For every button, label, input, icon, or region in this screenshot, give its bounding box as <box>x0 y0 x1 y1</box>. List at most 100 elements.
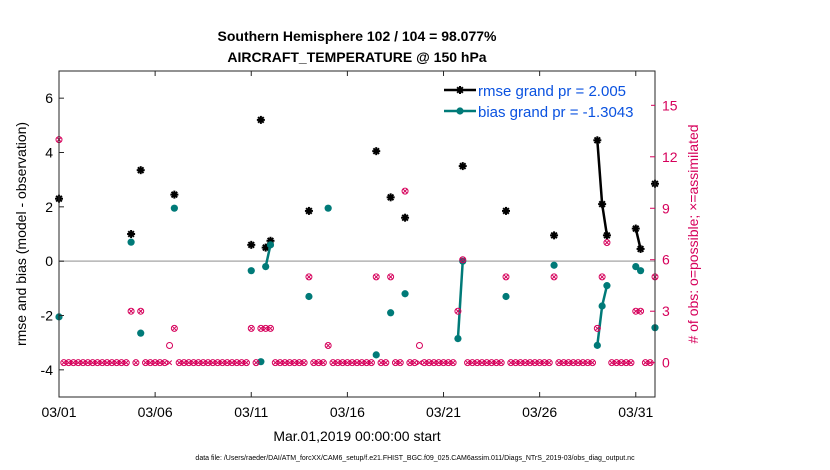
obs-assimilated-mark <box>335 360 341 366</box>
obs-assimilated-mark <box>267 325 274 331</box>
rmse-marker-stroke <box>632 225 640 233</box>
x-tick-label: 03/06 <box>138 404 173 420</box>
bias-point <box>598 302 606 310</box>
obs-possible-point <box>391 359 399 367</box>
obs-possible-point <box>156 359 164 367</box>
obs-assimilated-mark <box>575 360 581 366</box>
obs-possible-point <box>257 324 265 332</box>
obs-possible-point <box>190 359 198 367</box>
obs-assimilated-mark <box>239 360 245 366</box>
obs-assimilated-mark <box>532 360 538 366</box>
rmse-point <box>386 193 395 202</box>
obs-assimilated-mark <box>320 360 326 366</box>
obs-assimilated-mark <box>613 360 620 366</box>
obs-assimilated-mark <box>243 360 250 366</box>
obs-assimilated-mark <box>181 360 187 366</box>
obs-assimilated-mark <box>224 360 230 366</box>
obs-possible-point <box>204 359 212 367</box>
obs-assimilated-mark <box>80 360 86 366</box>
obs-assimilated-mark <box>450 360 456 366</box>
bias-line <box>264 244 272 267</box>
bias-series <box>55 204 659 366</box>
obs-possible-point <box>526 359 534 367</box>
obs-possible-point <box>161 359 169 367</box>
obs-assimilated-mark <box>546 360 552 366</box>
bias-point <box>401 290 409 298</box>
rmse-marker-stroke <box>137 166 145 174</box>
obs-assimilated-mark <box>368 360 374 366</box>
obs-assimilated-mark <box>388 274 394 280</box>
obs-assimilated-mark <box>589 360 596 366</box>
rmse-point <box>304 206 313 215</box>
obs-possible-point <box>435 359 443 367</box>
obs-assimilated-mark <box>594 325 600 331</box>
obs-possible-point <box>79 359 87 367</box>
obs-assimilated-mark <box>489 360 495 366</box>
bias-point <box>454 334 462 343</box>
obs-assimilated-mark <box>162 360 168 366</box>
obs-possible-point <box>324 342 332 350</box>
obs-assimilated-mark <box>412 360 418 366</box>
obs-possible-point <box>271 359 279 367</box>
obs-assimilated-mark <box>426 360 432 366</box>
obs-possible-point <box>382 359 390 367</box>
bias-point <box>632 263 640 271</box>
obs-assimilated-mark <box>234 360 240 366</box>
obs-assimilated-mark <box>94 360 101 366</box>
obs-possible-point <box>627 359 635 367</box>
obs-assimilated-mark <box>455 308 461 314</box>
x-tick-label: 03/21 <box>426 404 461 420</box>
legend-bias-marker <box>456 107 464 115</box>
rmse-point <box>170 190 179 199</box>
obs-assimilated-mark <box>378 360 384 366</box>
obs-possible-point <box>175 359 183 367</box>
rmse-marker-stroke <box>550 231 558 239</box>
bias-point <box>127 238 135 246</box>
rmse-marker-stroke <box>305 207 313 215</box>
rmse-marker-stroke <box>598 200 606 208</box>
bias-point <box>387 309 395 317</box>
y-tick-label: -4 <box>41 362 54 378</box>
obs-assimilated-mark <box>618 360 624 366</box>
rmse-marker-stroke <box>127 230 135 238</box>
bias-point <box>305 292 313 301</box>
obs-possible-point <box>478 359 486 367</box>
rmse-marker-stroke <box>593 136 601 144</box>
obs-possible-point <box>555 359 563 367</box>
obs-assimilated-mark <box>248 325 254 331</box>
obs-assimilated-mark <box>527 360 533 366</box>
obs-assimilated-mark <box>210 360 216 366</box>
legend-box <box>438 79 651 121</box>
obs-possible-point <box>497 359 505 367</box>
obs-assimilated-mark <box>503 274 509 280</box>
bias-point <box>266 241 275 249</box>
rmse-marker-stroke <box>401 214 409 222</box>
obs-possible-point <box>348 359 356 367</box>
obs-possible-point <box>291 359 299 367</box>
rmse-point <box>372 147 381 156</box>
obs-possible-point <box>69 359 77 367</box>
obs-possible-point <box>598 273 606 281</box>
bias-point <box>170 204 178 212</box>
x-tick-label: 03/11 <box>234 404 268 420</box>
obs-possible-point <box>65 359 73 367</box>
rmse-marker-stroke <box>372 147 380 155</box>
obs-assimilated-mark <box>291 360 298 366</box>
obs-assimilated-mark <box>633 308 639 314</box>
obs-possible-point <box>214 359 222 367</box>
bias-point <box>324 204 332 212</box>
rmse-point <box>636 244 645 253</box>
y2-tick-label: 0 <box>662 355 670 371</box>
rmse-series <box>55 115 659 253</box>
obs-assimilated-mark <box>609 360 615 366</box>
obs-assimilated-mark <box>561 360 567 366</box>
obs-assimilated-mark <box>138 308 144 314</box>
obs-assimilated-mark <box>195 360 201 366</box>
obs-assimilated-mark <box>460 257 466 263</box>
x-tick-label: 03/16 <box>330 404 365 420</box>
obs-assimilated-mark <box>157 360 163 366</box>
obs-possible-point <box>358 359 366 367</box>
obs-assimilated-mark <box>147 360 153 366</box>
obs-assimilated-mark <box>604 240 610 246</box>
obs-assimilated-mark <box>311 360 317 366</box>
